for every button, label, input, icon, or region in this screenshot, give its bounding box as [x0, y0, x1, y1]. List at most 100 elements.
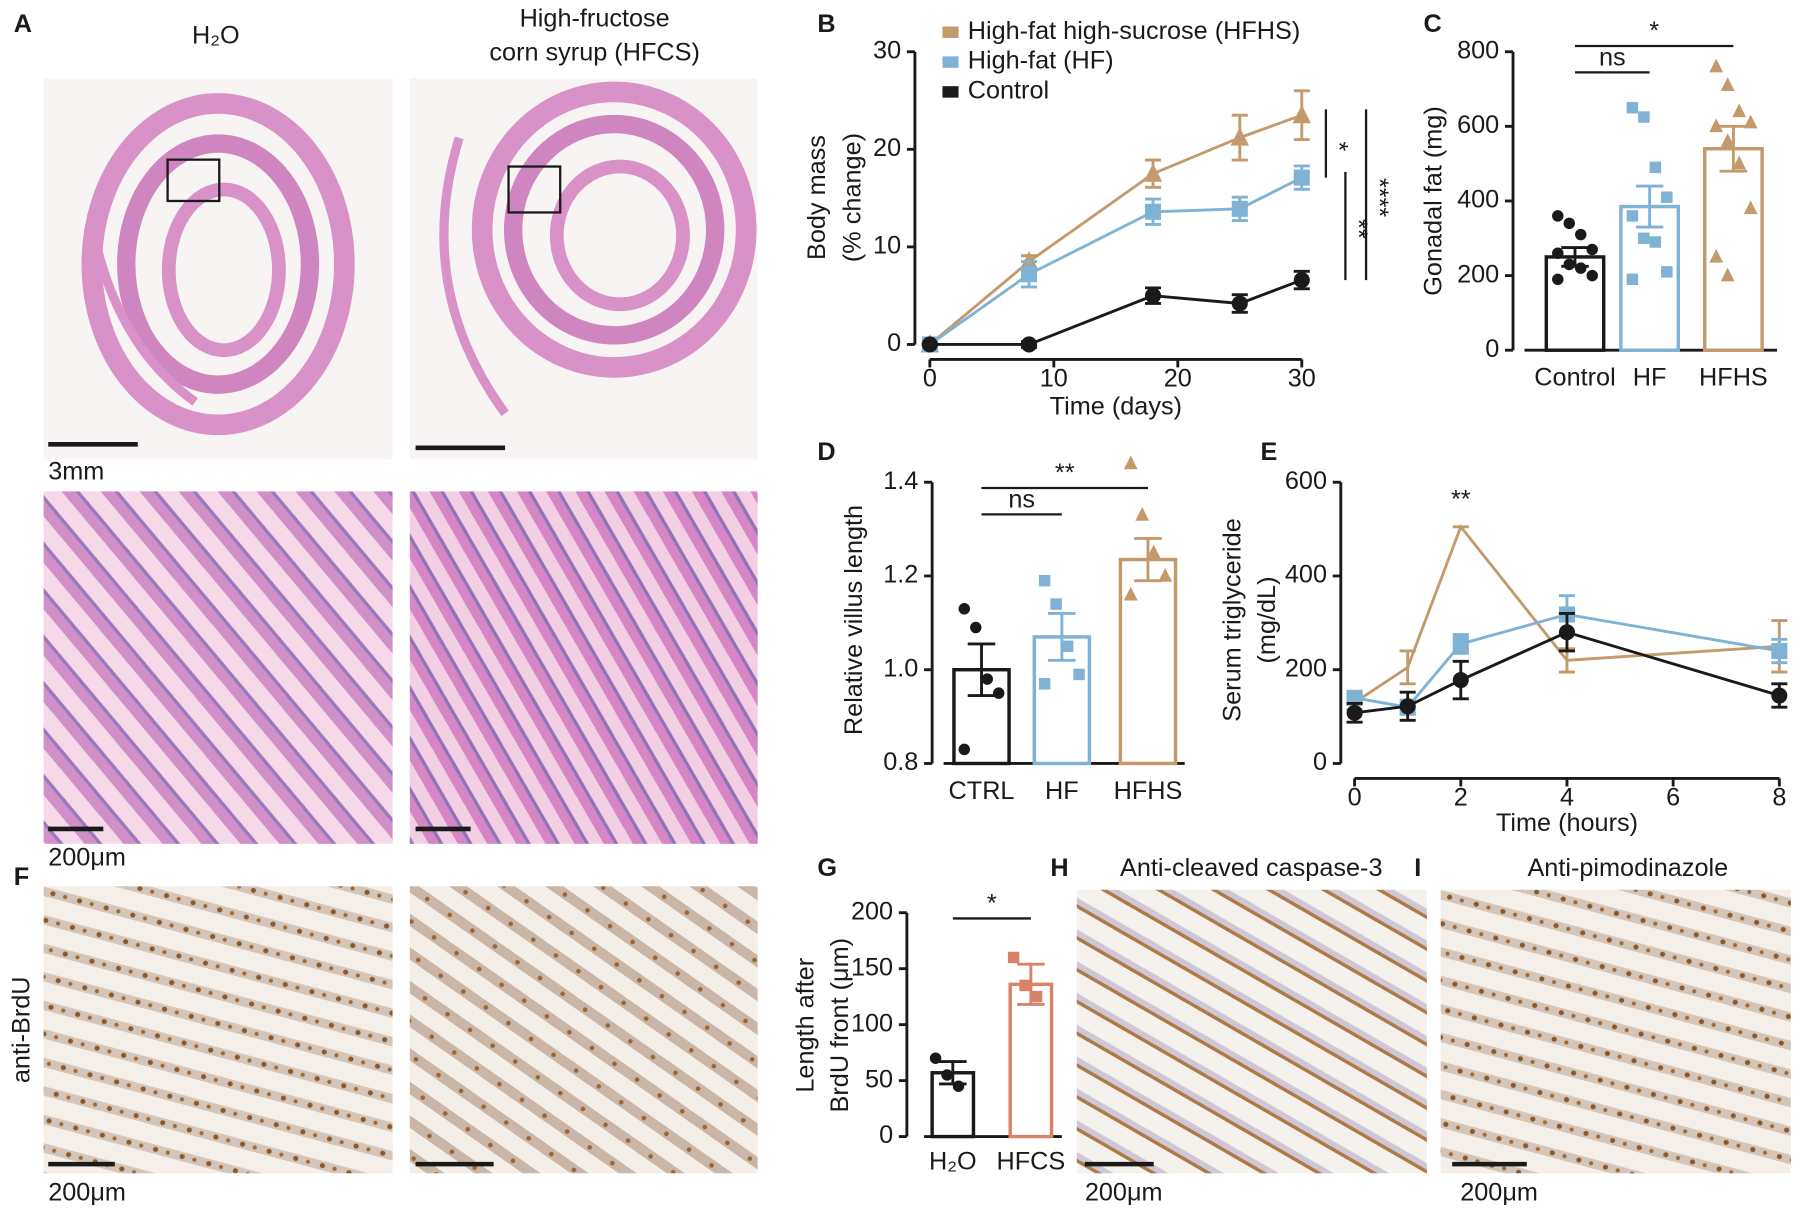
panel-label: B: [817, 10, 835, 38]
y-axis-label: Serum triglyceride: [1219, 518, 1247, 721]
error-bar: [1048, 612, 1076, 662]
x-tick-label: 6: [1666, 784, 1680, 812]
marker: [1020, 336, 1038, 353]
micrograph: [409, 78, 758, 460]
marker: [1007, 951, 1020, 964]
marker: [1123, 455, 1138, 470]
marker: [1135, 507, 1150, 521]
marker: [1575, 262, 1587, 274]
x-tick-label: HFHS: [1699, 364, 1768, 392]
error-bar: [1719, 124, 1748, 173]
significance-label: ns: [1599, 43, 1626, 71]
marker: [958, 603, 971, 615]
marker: [1452, 635, 1469, 652]
marker: [1146, 544, 1161, 559]
marker: [1720, 77, 1735, 92]
micrograph: [409, 491, 758, 844]
legend-label: High-fat (HF): [968, 47, 1114, 75]
y-axis-label: Length after: [792, 958, 820, 1093]
y-axis-label: Body mass: [803, 135, 831, 260]
marker: [1720, 133, 1735, 148]
x-tick-label: HFCS: [996, 1148, 1065, 1176]
x-tick-label: 30: [1288, 365, 1316, 393]
marker: [1709, 248, 1724, 263]
marker: [1061, 640, 1074, 653]
marker: [1743, 200, 1758, 215]
y-tick-label: 0: [1485, 335, 1499, 363]
marker: [1231, 200, 1248, 217]
micrograph: [43, 491, 393, 844]
error-bar: [1134, 537, 1162, 583]
y-axis-label: Gonadal fat (mg): [1420, 106, 1448, 295]
scale-label: 200μm: [48, 1179, 126, 1207]
y-tick-label: 10: [873, 232, 901, 260]
marker: [1661, 266, 1673, 278]
y-tick-label: 400: [1457, 186, 1499, 214]
marker: [1231, 295, 1248, 312]
marker: [1586, 243, 1598, 256]
marker: [1709, 118, 1724, 133]
panel-label: H: [1050, 854, 1068, 882]
marker: [1586, 269, 1598, 282]
x-tick-label: 8: [1772, 784, 1786, 812]
marker: [1143, 163, 1163, 182]
image-title: H₂O: [192, 21, 240, 49]
y-tick-label: 0: [879, 1121, 893, 1149]
scale-label: 200μm: [1085, 1179, 1163, 1207]
marker: [1649, 236, 1662, 248]
marker: [1552, 247, 1564, 259]
marker: [1123, 586, 1138, 601]
significance-label: **: [1344, 219, 1372, 239]
y-tick-label: 0: [887, 329, 901, 357]
panel-label: F: [14, 863, 29, 891]
significance-label: ****: [1365, 178, 1393, 217]
y-tick-label: 200: [1285, 654, 1327, 682]
y-tick-label: 600: [1457, 111, 1499, 139]
micrograph: [1076, 889, 1427, 1174]
micrograph: [43, 886, 393, 1174]
micrograph: [43, 78, 393, 460]
y-tick-label: 0.8: [883, 748, 918, 776]
y-tick-label: 150: [851, 953, 893, 981]
marker: [1050, 598, 1062, 610]
marker: [1563, 258, 1575, 271]
x-axis-label: Time (hours): [1496, 809, 1638, 837]
marker: [1661, 191, 1673, 203]
image-title: Anti-cleaved caspase-3: [1120, 854, 1382, 882]
y-tick-label: 200: [851, 897, 893, 925]
x-axis-label: Time (days): [1050, 392, 1182, 420]
significance-label: ns: [1008, 485, 1035, 513]
error-bar: [1635, 184, 1664, 229]
marker: [1293, 169, 1310, 186]
y-axis-label: (% change): [839, 133, 867, 262]
image-title: Anti-pimodinazole: [1527, 854, 1728, 882]
marker: [1626, 273, 1639, 286]
marker: [1771, 687, 1788, 704]
significance-label: *: [1649, 17, 1659, 45]
y-tick-label: 200: [1457, 260, 1499, 288]
marker: [1558, 624, 1575, 641]
micrograph: [409, 886, 758, 1174]
y-tick-label: 30: [873, 36, 901, 64]
marker: [1346, 704, 1363, 721]
marker: [1649, 161, 1662, 174]
scale-label: 3mm: [48, 458, 104, 486]
marker: [1158, 567, 1173, 582]
marker: [1720, 267, 1735, 282]
marker: [1743, 114, 1758, 129]
marker: [1626, 210, 1639, 222]
x-tick-label: 10: [1040, 365, 1068, 393]
legend-label: High-fat high-sucrose (HFHS): [968, 17, 1301, 45]
x-tick-label: 2: [1454, 784, 1468, 812]
marker: [929, 1052, 942, 1064]
marker: [981, 673, 993, 685]
y-tick-label: 800: [1457, 36, 1499, 64]
micrograph: [1440, 889, 1791, 1174]
scale-label: 200μm: [1460, 1179, 1538, 1207]
bar: [1118, 557, 1178, 766]
marker: [1038, 574, 1051, 587]
marker: [1292, 104, 1311, 124]
marker: [1144, 287, 1162, 304]
y-tick-label: 50: [865, 1065, 893, 1093]
marker: [1771, 642, 1788, 660]
